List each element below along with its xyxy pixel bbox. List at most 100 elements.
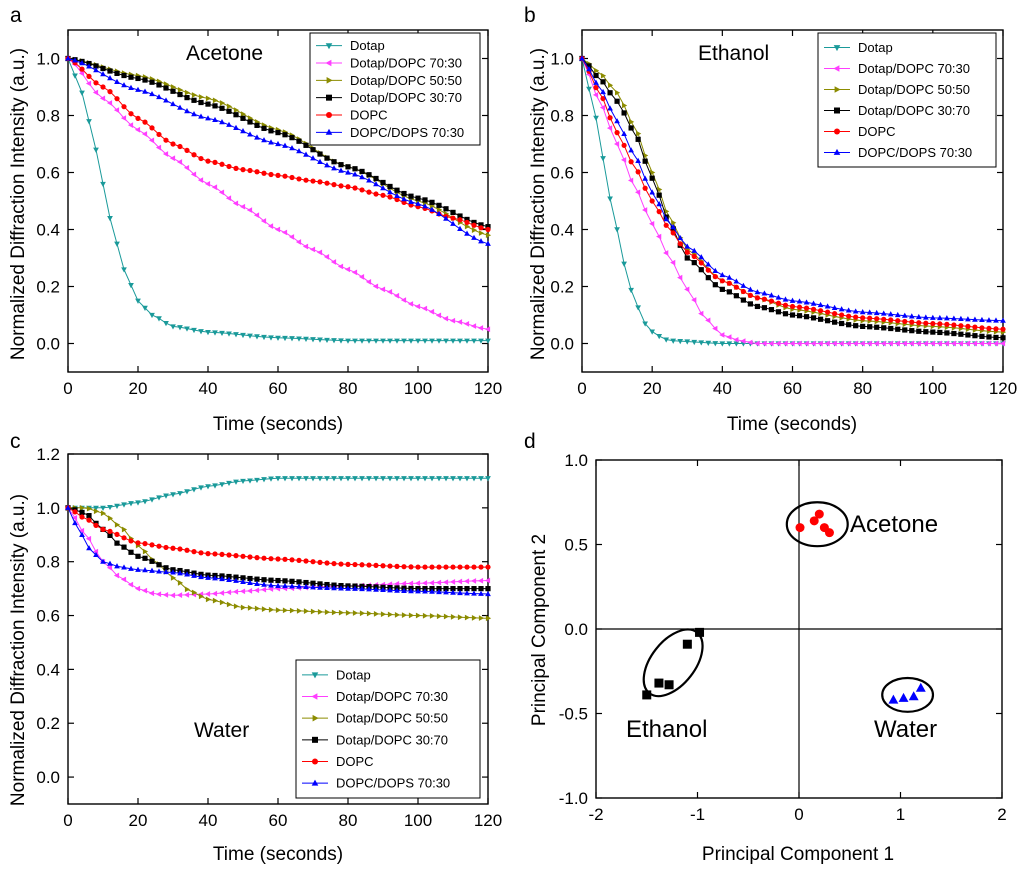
cluster-label-acetone: Acetone bbox=[850, 511, 938, 538]
data-point bbox=[338, 476, 344, 482]
data-point bbox=[922, 314, 929, 320]
data-point bbox=[450, 220, 456, 226]
x-tick-label: 1 bbox=[896, 805, 905, 824]
data-point bbox=[324, 609, 331, 616]
data-point bbox=[754, 295, 761, 301]
data-point bbox=[958, 323, 964, 329]
data-point bbox=[198, 113, 204, 119]
data-point bbox=[86, 517, 92, 523]
data-point bbox=[436, 564, 442, 570]
data-point bbox=[613, 141, 620, 147]
data-point bbox=[163, 97, 169, 103]
data-point bbox=[184, 326, 190, 332]
data-point bbox=[232, 588, 239, 595]
x-tick-label: 60 bbox=[269, 379, 288, 398]
data-point bbox=[831, 340, 837, 347]
data-point bbox=[310, 580, 316, 586]
data-point bbox=[649, 198, 655, 204]
y-tick-label: 0.2 bbox=[36, 278, 60, 297]
data-point bbox=[267, 223, 274, 229]
y-tick-label: 0.6 bbox=[36, 164, 60, 183]
x-tick-label: 0 bbox=[577, 379, 586, 398]
data-point bbox=[330, 259, 337, 265]
data-point bbox=[380, 338, 386, 344]
data-point bbox=[782, 340, 788, 347]
data-point bbox=[429, 476, 435, 482]
data-point bbox=[121, 104, 127, 110]
data-point bbox=[107, 560, 113, 566]
data-point bbox=[183, 164, 190, 171]
data-point bbox=[999, 340, 1006, 347]
data-point bbox=[282, 132, 288, 138]
data-point bbox=[380, 185, 386, 191]
data-point bbox=[184, 571, 190, 577]
data-point bbox=[142, 548, 149, 555]
panel-d-plot: Acetone Ethanol Water -2 -1 0 1 2 -1.0 -0.5 0.0… bbox=[559, 451, 1007, 824]
x-tick-label: 40 bbox=[199, 811, 218, 830]
data-point bbox=[782, 296, 789, 302]
data-point bbox=[212, 575, 218, 581]
data-point bbox=[628, 159, 634, 165]
data-point bbox=[72, 57, 78, 63]
y-tick-label: 0.0 bbox=[564, 620, 588, 639]
data-point bbox=[429, 206, 435, 212]
data-point bbox=[909, 319, 915, 325]
data-point bbox=[240, 604, 247, 611]
data-point bbox=[345, 585, 351, 591]
data-point bbox=[247, 604, 254, 611]
data-point bbox=[156, 562, 162, 568]
data-point bbox=[93, 508, 100, 515]
data-point bbox=[240, 115, 246, 121]
panel-b: b Normalized Diffraction Intensity (a.u.… bbox=[524, 4, 1017, 435]
data-point bbox=[712, 273, 718, 280]
data-point bbox=[817, 316, 824, 322]
data-point bbox=[114, 540, 120, 546]
data-point bbox=[359, 476, 365, 482]
x-tick-label: 20 bbox=[643, 379, 662, 398]
data-point bbox=[621, 261, 627, 267]
data-point bbox=[338, 609, 345, 616]
data-point bbox=[429, 564, 435, 570]
data-point bbox=[754, 340, 760, 347]
data-point bbox=[226, 108, 232, 114]
data-point bbox=[450, 614, 457, 620]
x-tick-label: 40 bbox=[713, 379, 732, 398]
data-point bbox=[986, 325, 992, 332]
data-point bbox=[803, 305, 810, 311]
legend-entry: Dotap/DOPC 50:50 bbox=[858, 82, 970, 97]
data-point bbox=[205, 101, 211, 107]
data-point bbox=[121, 502, 127, 508]
data-point bbox=[331, 560, 337, 567]
data-point bbox=[894, 340, 900, 347]
data-point bbox=[817, 308, 824, 314]
data-point bbox=[184, 547, 190, 553]
data-point bbox=[761, 340, 767, 347]
data-point bbox=[457, 589, 463, 596]
data-point bbox=[79, 66, 85, 72]
data-point bbox=[128, 282, 134, 289]
data-point bbox=[860, 315, 866, 321]
y-tick-label: 0.0 bbox=[36, 335, 60, 354]
data-point bbox=[649, 220, 655, 227]
y-tick-label: 1.0 bbox=[36, 50, 60, 69]
data-point bbox=[149, 567, 155, 573]
data-point bbox=[698, 254, 705, 260]
data-point bbox=[260, 586, 267, 593]
data-point bbox=[443, 206, 449, 212]
data-point bbox=[401, 587, 407, 593]
data-point bbox=[643, 152, 649, 159]
legend-marker bbox=[833, 148, 841, 155]
data-point bbox=[586, 66, 592, 72]
data-point bbox=[387, 338, 393, 344]
y-tick-label: 1.0 bbox=[550, 50, 574, 69]
data-point bbox=[149, 90, 155, 97]
data-point bbox=[888, 317, 894, 323]
data-point bbox=[205, 95, 212, 102]
data-point bbox=[155, 144, 162, 151]
data-point bbox=[163, 320, 169, 327]
data-point bbox=[156, 568, 162, 574]
data-point bbox=[860, 323, 866, 329]
y-tick-label: 1.0 bbox=[564, 451, 588, 470]
data-point bbox=[614, 118, 620, 124]
